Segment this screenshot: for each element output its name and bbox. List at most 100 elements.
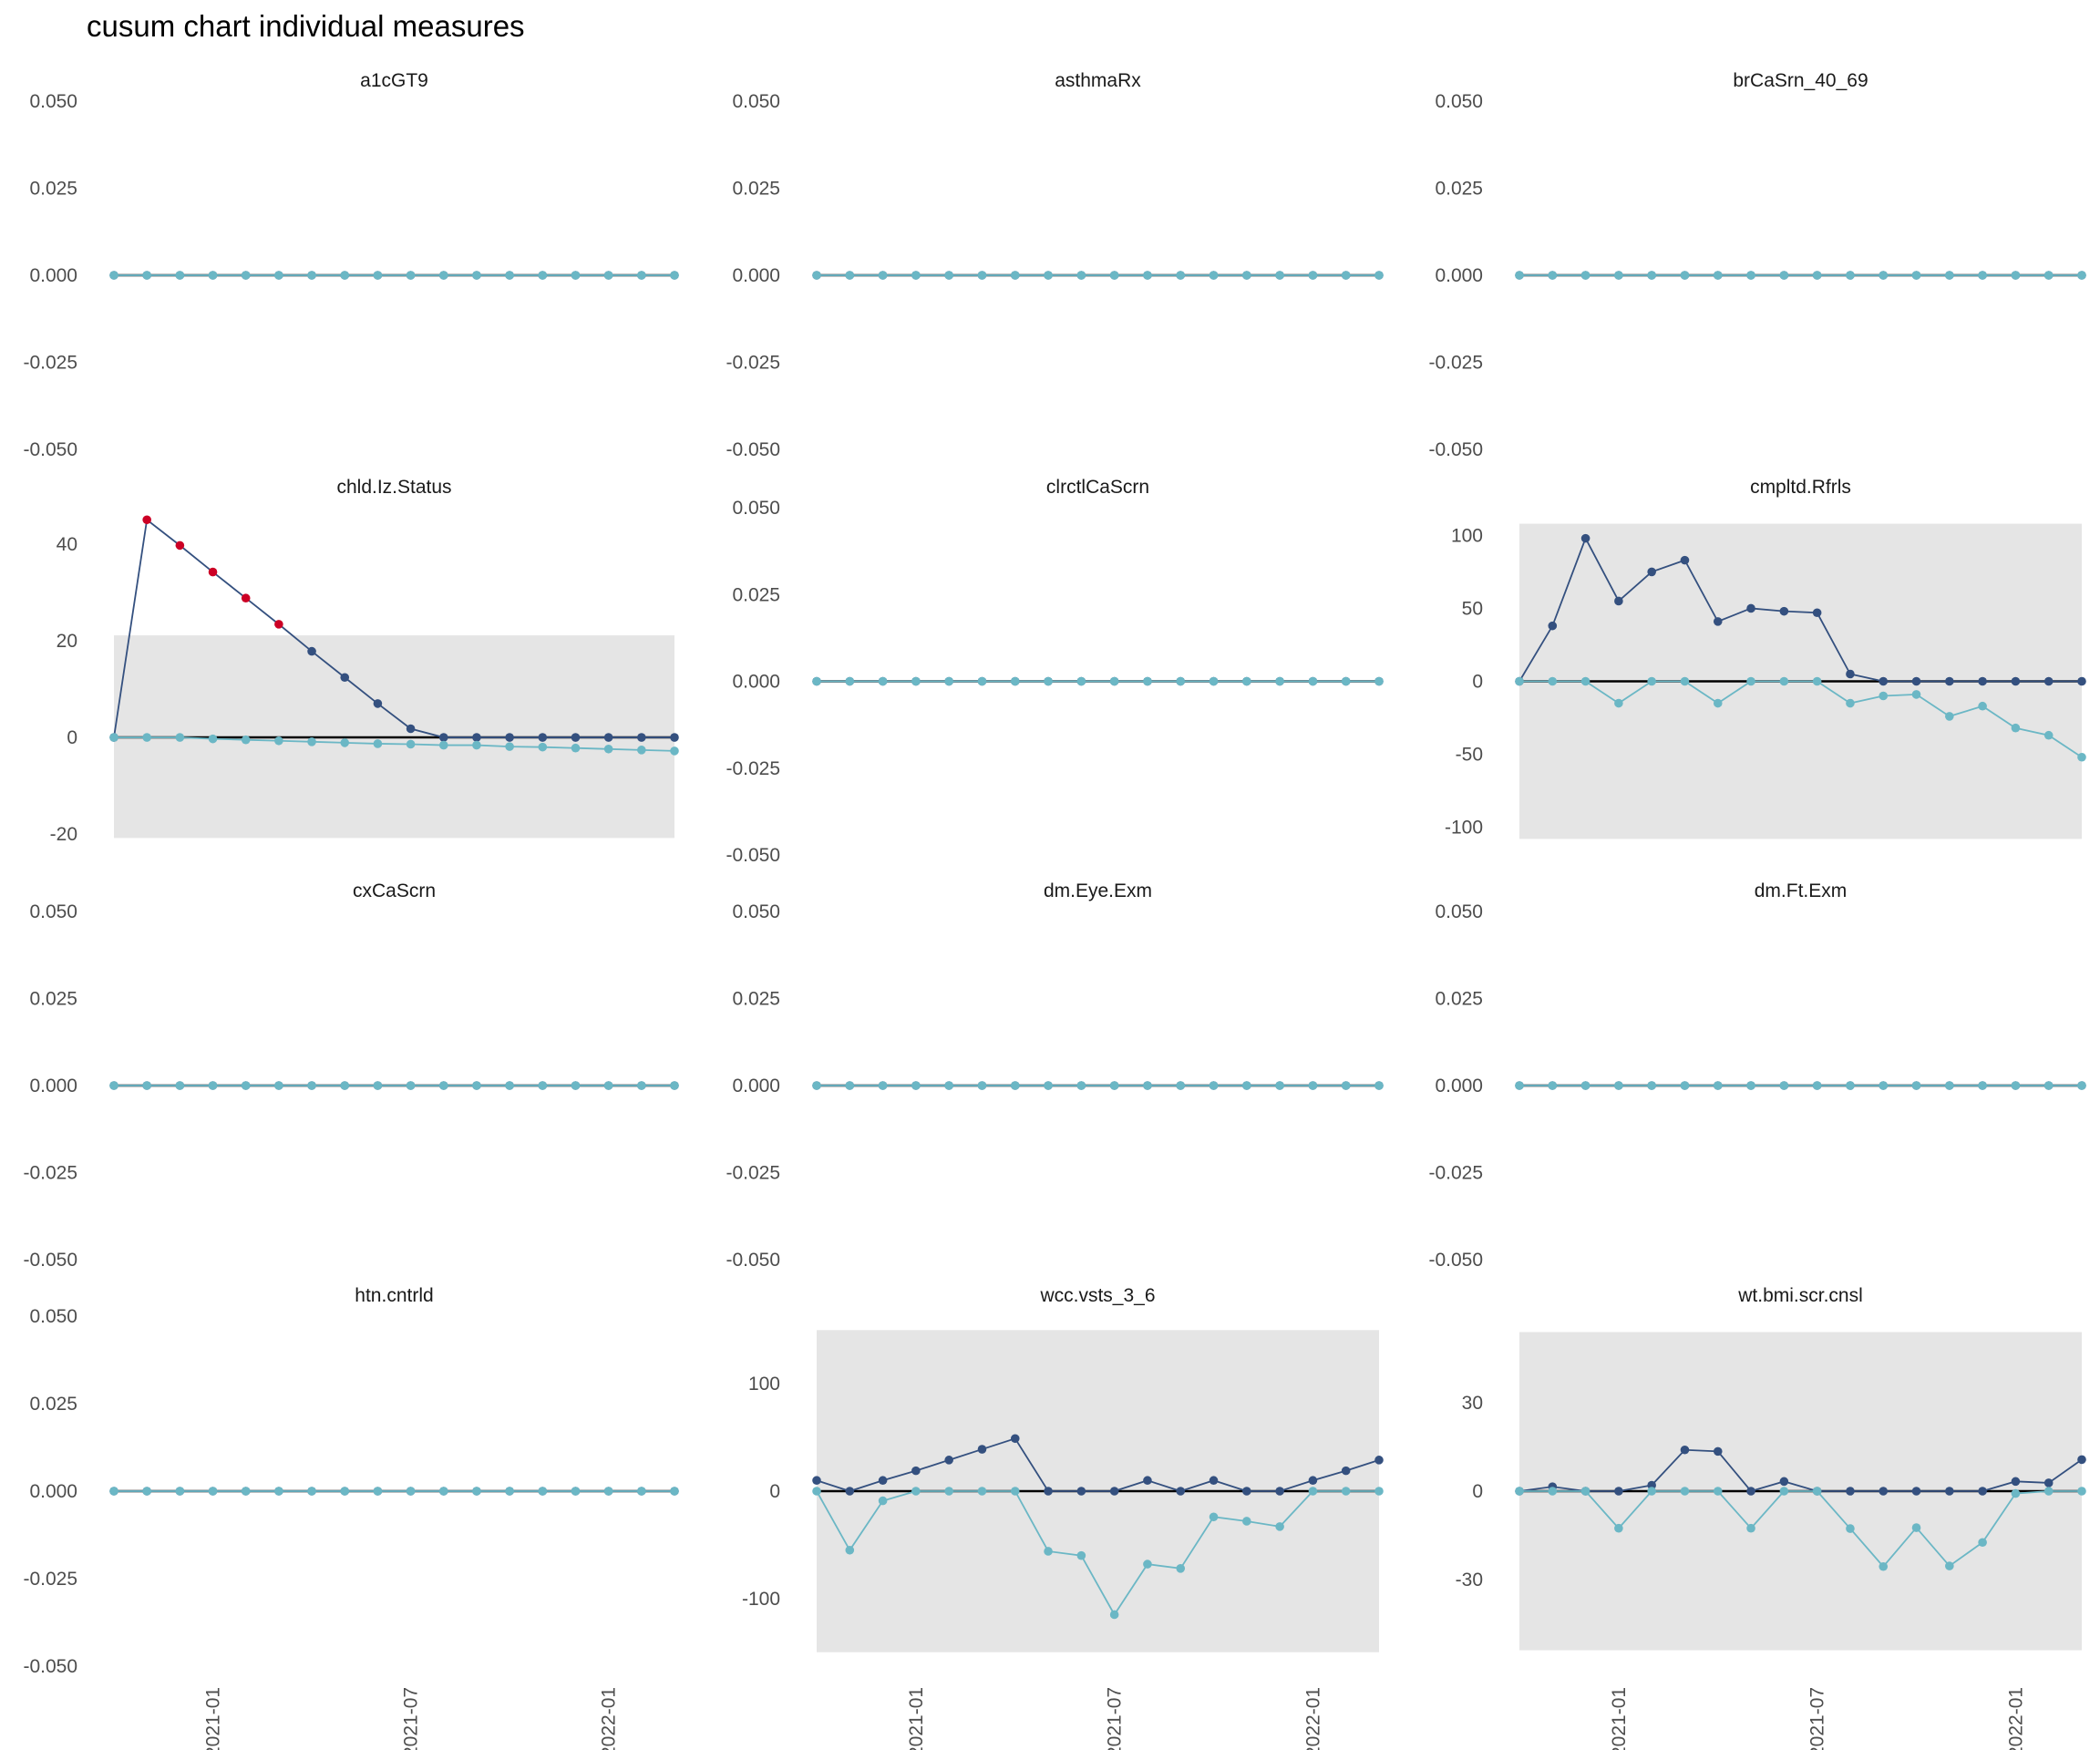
lower-cusum-point: [142, 1487, 151, 1496]
lower-cusum-point: [1911, 1081, 1921, 1090]
lower-cusum-point: [208, 734, 218, 744]
lower-cusum-point: [1779, 676, 1789, 686]
lower-cusum-point: [1647, 1081, 1656, 1090]
upper-cusum-line: [816, 1437, 1380, 1492]
upper-cusum-point: [1945, 676, 1954, 686]
lower-cusum-point: [1143, 1560, 1152, 1569]
panel-title: dm.Ft.Exm: [1755, 880, 1848, 901]
upper-cusum-point: [1680, 1445, 1690, 1455]
lower-cusum-point: [603, 271, 613, 280]
panel-brCaSrn_40_69: brCaSrn_40_69 0.050 0.025 0.000 -0.025 -0.050: [1428, 70, 2086, 460]
lower-cusum-point: [1242, 676, 1251, 686]
lower-cusum-point: [571, 743, 581, 753]
upper-cusum-point: [944, 1456, 953, 1465]
lower-cusum-point: [142, 1081, 151, 1090]
lower-cusum-point: [603, 1081, 613, 1090]
lower-cusum-point: [1580, 676, 1590, 686]
y-tick-label: -0.050: [726, 845, 780, 866]
lower-cusum-point: [142, 733, 151, 742]
lower-cusum-point: [1879, 1081, 1889, 1090]
lower-cusum-point: [1275, 1081, 1284, 1090]
lower-cusum-point: [2011, 1488, 2021, 1498]
y-tick-label: 0.050: [29, 91, 77, 112]
upper-cusum-point: [538, 733, 548, 742]
lower-cusum-point: [637, 271, 646, 280]
lower-cusum-line: [816, 1490, 1379, 1617]
y-tick-label: 0.050: [732, 91, 780, 112]
lower-cusum-point: [1713, 698, 1723, 708]
lower-cusum-point: [208, 1487, 218, 1496]
lower-cusum-point: [2077, 1081, 2086, 1090]
y-tick-label: 40: [57, 534, 77, 555]
y-tick-label: -0.025: [1428, 1163, 1483, 1184]
upper-cusum-point: [878, 1476, 888, 1486]
lower-cusum-point: [307, 1081, 316, 1090]
lower-cusum-point: [307, 271, 316, 280]
lower-cusum-point: [142, 271, 151, 280]
panel-title: wcc.vsts_3_6: [1039, 1285, 1155, 1306]
lower-cusum-point: [1846, 1524, 1855, 1533]
lower-cusum-line: [114, 736, 675, 752]
y-tick-label: 0.025: [29, 989, 77, 1010]
lower-cusum-point: [1109, 1081, 1119, 1090]
panel-a1cGT9: a1cGT9 0.050 0.025 0.000 -0.025 -0.050: [23, 70, 679, 460]
panel-title: wt.bmi.scr.cnsl: [1737, 1285, 1863, 1306]
y-tick-label: 0.000: [732, 672, 780, 693]
lower-cusum-point: [241, 1487, 251, 1496]
lower-cusum-point: [175, 1487, 185, 1496]
lower-cusum-point: [1515, 271, 1524, 280]
y-tick-label: 50: [1462, 598, 1483, 619]
upper-cusum-point: [1779, 606, 1789, 616]
upper-cusum-point: [175, 540, 185, 551]
y-tick-label: -20: [50, 824, 77, 845]
lower-cusum-point: [1680, 271, 1690, 280]
lower-cusum-point: [1209, 676, 1219, 686]
upper-cusum-point: [670, 733, 679, 742]
lower-cusum-point: [944, 1487, 953, 1496]
upper-cusum-point: [977, 1445, 987, 1454]
lower-cusum-point: [472, 740, 481, 750]
lower-cusum-point: [1374, 676, 1384, 686]
upper-cusum-point: [307, 646, 316, 656]
upper-cusum-point: [1548, 621, 1558, 631]
lower-cusum-point: [1580, 1487, 1590, 1496]
lower-cusum-point: [1812, 271, 1822, 280]
lower-cusum-point: [1209, 271, 1219, 280]
lower-cusum-point: [208, 271, 218, 280]
upper-cusum-point: [1242, 1487, 1251, 1496]
upper-cusum-point: [1176, 1487, 1186, 1496]
lower-cusum-point: [241, 271, 251, 280]
lower-cusum-point: [1374, 1081, 1384, 1090]
upper-cusum-point: [1308, 1476, 1318, 1486]
lower-cusum-point: [274, 1487, 283, 1496]
upper-cusum-point: [1614, 596, 1623, 606]
lower-cusum-point: [1647, 271, 1656, 280]
lower-cusum-point: [2077, 271, 2086, 280]
upper-cusum-line: [1518, 1448, 2083, 1493]
lower-cusum-point: [1176, 676, 1186, 686]
panel-dm.Eye.Exm: dm.Eye.Exm 0.050 0.025 0.000 -0.025 -0.050: [726, 880, 1384, 1271]
panel-asthmaRx: asthmaRx 0.050 0.025 0.000 -0.025 -0.050: [726, 70, 1384, 460]
lower-cusum-point: [2011, 723, 2021, 733]
lower-cusum-point: [1242, 1081, 1251, 1090]
lower-cusum-point: [406, 739, 416, 749]
lower-cusum-point: [1341, 1081, 1351, 1090]
upper-cusum-point: [1647, 567, 1656, 577]
lower-cusum-point: [1109, 271, 1119, 280]
lower-cusum-point: [1275, 1522, 1284, 1531]
upper-cusum-point: [274, 620, 283, 629]
lower-cusum-point: [1945, 271, 1954, 280]
upper-cusum-point: [1879, 676, 1889, 686]
y-tick-label: 0.025: [732, 179, 780, 200]
lower-cusum-point: [845, 676, 855, 686]
lower-cusum-point: [274, 1081, 283, 1090]
lower-cusum-point: [1374, 1487, 1384, 1496]
y-tick-label: -0.050: [23, 1250, 77, 1271]
panel-dm.Ft.Exm: dm.Ft.Exm 0.050 0.025 0.000 -0.025 -0.050: [1428, 880, 2086, 1271]
lower-cusum-point: [1846, 271, 1855, 280]
x-tick-label: 2021-07: [401, 1687, 422, 1750]
upper-cusum-point: [1713, 617, 1723, 626]
lower-cusum-point: [878, 1496, 888, 1506]
lower-cusum-point: [571, 271, 581, 280]
x-tick-label: 2022-01: [2005, 1687, 2026, 1750]
